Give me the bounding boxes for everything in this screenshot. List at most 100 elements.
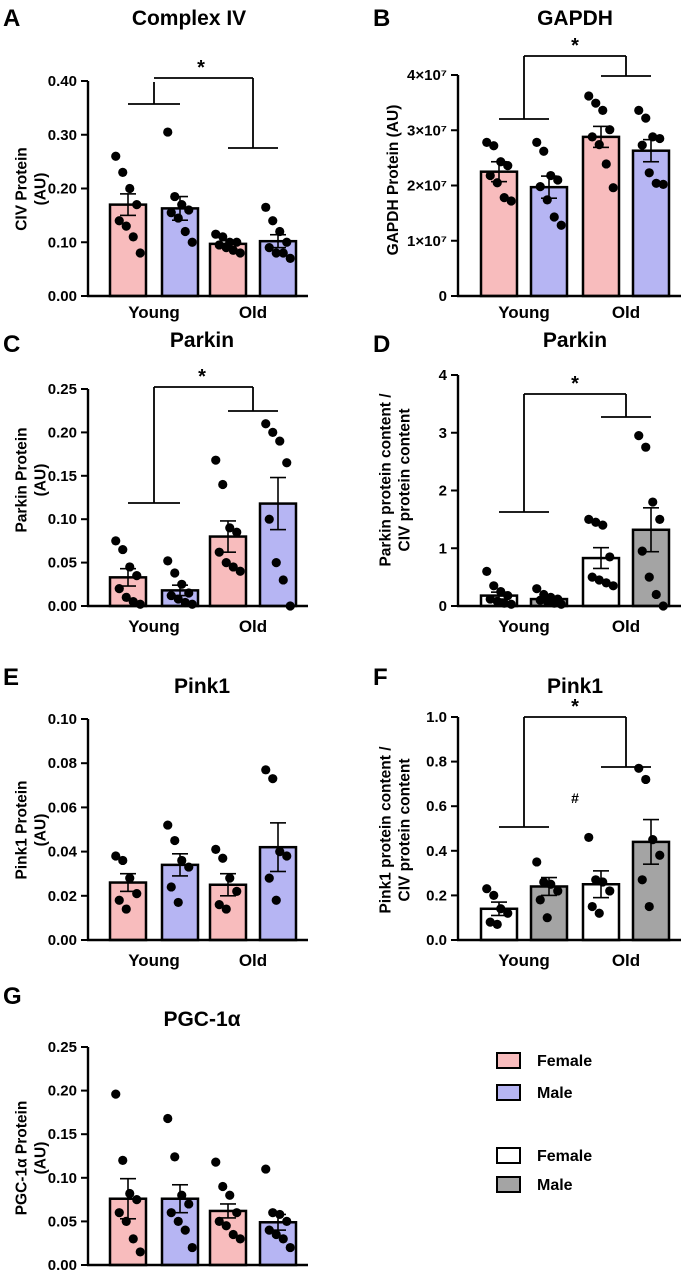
panel-A-point-2-4 (214, 240, 224, 250)
panel-F-point-0-5 (492, 919, 502, 929)
panel-D-point-2-3 (605, 552, 615, 562)
panel-D-point-2-6 (601, 578, 611, 588)
panel-E-point-0-1 (118, 855, 128, 866)
legend-label-female-white: Female (537, 1148, 592, 1165)
panel-F-point-0-3 (503, 908, 513, 918)
panel-B-point-2-5 (594, 140, 604, 150)
panel-F-point-2-5 (594, 908, 604, 918)
panel-E-ytick-label-3: 0.06 (48, 799, 77, 816)
panel-D-point-0-1 (489, 581, 499, 591)
panel-G-point-1-7 (187, 1242, 197, 1253)
panel-G-ytick-label-2: 0.10 (48, 1170, 77, 1187)
panel-C-ylabel-line-0: Parkin Protein (14, 427, 31, 532)
panel-B-point-2-4 (587, 132, 597, 142)
panel-D-point-2-7 (608, 581, 618, 591)
panel-B-point-1-6 (549, 212, 559, 222)
panel-B-point-3-7 (658, 179, 668, 189)
panel-G-point-1-0 (163, 1113, 173, 1124)
panel-C-point-0-0 (111, 536, 121, 546)
panel-E-ytick-label-2: 0.04 (48, 844, 78, 861)
panel-E-point-1-3 (184, 862, 194, 872)
panel-D-ytick-label-2: 2 (439, 483, 447, 500)
panel-D-point-0-2 (496, 586, 506, 597)
panel-C-point-3-1 (268, 427, 278, 437)
panel-A-ytick-label-4: 0.40 (48, 73, 77, 90)
panel-D-ylabel-line-0: Parkin protein content / (378, 393, 395, 567)
panel-D-point-0-0 (482, 566, 492, 576)
panel-G-point-0-7 (135, 1247, 145, 1257)
legend-entry-male-ratio: Male (496, 1176, 573, 1194)
panel-C-point-2-1 (218, 479, 228, 490)
panel-G-point-1-5 (173, 1216, 183, 1226)
panel-F: F Pink1 0.0 0.2 0.4 0.6 0.8 1.0 Pink1 protein … (373, 664, 681, 970)
panel-B-point-1-0 (532, 137, 542, 148)
panel-B-ytick-label-4: 4×10⁷ (407, 67, 447, 84)
panel-G-point-3-5 (271, 1229, 281, 1240)
panel-D-point-2-4 (587, 572, 597, 582)
panel-E-point-3-1 (268, 774, 278, 784)
panel-E-point-2-5 (221, 904, 231, 914)
panel-A: A Complex IV 0.00 0.10 0.20 0.30 0.40 CIV Pro… (3, 5, 308, 322)
panel-D-point-2-0 (584, 514, 594, 524)
legend-label-male-gray: Male (537, 1177, 573, 1194)
panel-E-point-3-0 (261, 765, 271, 775)
panel-F-ylabel-line-1: CIV protein content (397, 759, 414, 902)
panel-A-group-label-old: Old (239, 303, 267, 322)
panel-A-point-0-2 (125, 183, 135, 194)
panel-F-ytick-label-4: 0.8 (426, 754, 447, 771)
panel-E-ytick-label-1: 0.02 (48, 888, 77, 905)
panel-G-ytick-label-3: 0.15 (48, 1126, 77, 1143)
panel-F-ytick-label-5: 1.0 (426, 709, 447, 726)
panel-B-point-2-1 (591, 98, 601, 108)
panel-E-ylabel-line-1: (AU) (33, 814, 50, 847)
panel-B-point-0-3 (503, 161, 513, 171)
panel-C-point-1-7 (187, 599, 197, 609)
panel-B-point-0-6 (499, 193, 509, 203)
panel-C-ylabel-line-1: (AU) (33, 464, 50, 497)
panel-A-point-0-6 (128, 232, 138, 242)
panel-letter-G: G (3, 983, 22, 1010)
panel-B-point-2-3 (605, 125, 615, 135)
panel-D-point-2-1 (591, 517, 601, 527)
panel-C-group-label-old: Old (239, 617, 267, 636)
panel-B-point-3-3 (655, 133, 665, 144)
panel-B-point-0-1 (489, 141, 499, 151)
panel-C-point-1-3 (184, 588, 194, 598)
panel-A-point-3-1 (268, 216, 278, 226)
panel-D-ytick-label-3: 3 (439, 425, 447, 442)
panel-B-point-0-7 (506, 196, 516, 206)
panel-D-point-1-0 (532, 584, 542, 594)
panel-E-point-0-3 (132, 888, 142, 899)
panel-G-point-3-3 (282, 1216, 292, 1226)
panel-D-group-label-old: Old (612, 617, 640, 636)
panel-C-point-2-6 (228, 562, 238, 572)
panel-E-ytick-label-0: 0.00 (48, 932, 77, 949)
panel-F-ytick-label-3: 0.6 (426, 798, 447, 815)
panel-F-point-2-3 (605, 886, 615, 896)
panel-G-point-1-4 (166, 1208, 176, 1218)
panel-B-ytick-label-0: 0 (439, 288, 447, 305)
panel-G-point-0-6 (128, 1234, 138, 1244)
panel-G-point-2-1 (218, 1181, 228, 1192)
panel-A-point-1-1 (170, 191, 180, 202)
panel-E-point-2-1 (218, 853, 228, 863)
panel-B-point-2-6 (601, 159, 611, 169)
panel-B-ylabel-line-0: GAPDH Protein (AU) (385, 105, 402, 256)
panel-F-point-0-0 (482, 884, 492, 894)
panel-D: D Parkin 0 1 2 3 4 Parkin protein content / CI… (373, 329, 681, 636)
panel-E-ylabel-line-0: Pink1 Protein (14, 780, 31, 879)
panel-F-point-0-4 (485, 917, 495, 927)
panel-B-group-label-young: Young (498, 303, 550, 322)
panel-G-point-0-3 (132, 1195, 142, 1205)
panel-D-point-1-4 (535, 595, 545, 605)
panel-D-ytick-label-1: 1 (439, 540, 447, 557)
panel-A-point-3-3 (282, 237, 292, 247)
panel-C-point-2-3 (232, 527, 242, 537)
panel-F-point-3-4 (637, 875, 647, 885)
legend-swatch-male-gray (496, 1176, 521, 1193)
legend-entry-male-color: Male (496, 1084, 573, 1102)
panel-B-point-3-4 (637, 140, 647, 150)
panel-C-point-0-4 (114, 584, 124, 594)
panel-A-point-2-6 (228, 245, 238, 255)
panel-G-ytick-label-5: 0.25 (48, 1039, 77, 1056)
